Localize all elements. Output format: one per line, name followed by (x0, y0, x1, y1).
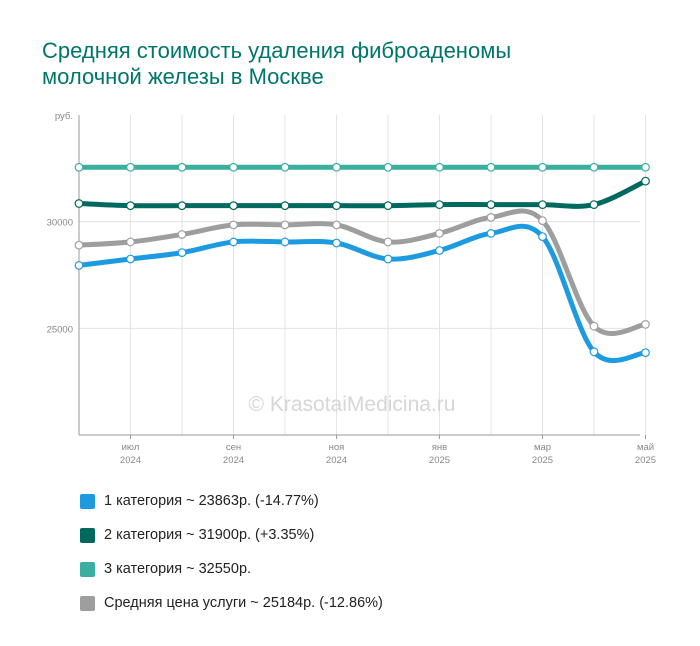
legend-swatch (80, 527, 95, 543)
x-tick-label-year: 2025 (429, 455, 450, 466)
series-line-group (74, 223, 650, 364)
legend: 1 категория ~ 23863р. (-14.77%) 2 катего… (80, 484, 383, 620)
chart-title-line-2: молочной железы в Москве (42, 64, 324, 89)
data-point (74, 199, 84, 208)
x-tick-label-month: янв (432, 442, 447, 453)
data-point (589, 200, 599, 210)
data-point (177, 230, 187, 239)
data-point (229, 162, 238, 172)
data-point (177, 162, 187, 172)
series-group (74, 162, 650, 364)
data-point (280, 220, 290, 230)
data-point (229, 220, 238, 230)
series-line-group (74, 176, 650, 211)
line-chart: © KrasotaiMedicina.ru 30000 25000 руб. июл 2… (47, 111, 656, 466)
data-point (126, 162, 135, 172)
data-point (126, 254, 135, 264)
x-tick-label-month: мар (534, 442, 551, 453)
data-point (435, 200, 444, 210)
data-point (538, 232, 547, 242)
data-point (74, 240, 84, 250)
y-tick-label: 30000 (47, 218, 73, 229)
data-point (486, 212, 496, 222)
series-line (76, 178, 648, 209)
data-point (641, 162, 650, 172)
chart-title: Средняя стоимость удаления фиброаденомы … (42, 38, 642, 90)
data-point (435, 162, 444, 172)
data-point (641, 176, 650, 186)
data-point (486, 200, 496, 210)
data-point (229, 201, 238, 211)
x-tick-label-year: 2025 (532, 455, 553, 466)
legend-label: 1 категория ~ 23863р. (-14.77%) (104, 493, 319, 509)
data-point (486, 228, 496, 238)
data-point (383, 162, 393, 172)
data-point (126, 201, 135, 211)
data-point (229, 237, 238, 247)
series-line-group (74, 162, 650, 172)
data-point (538, 162, 547, 172)
data-point (74, 261, 84, 270)
data-point (177, 201, 187, 211)
data-point (435, 246, 444, 255)
data-point (589, 321, 599, 331)
x-tick-label-year: 2025 (635, 455, 656, 466)
data-point (332, 201, 341, 211)
x-tick-label-year: 2024 (326, 455, 347, 466)
y-tick-label: 25000 (47, 324, 73, 335)
data-point (74, 162, 84, 172)
data-point (332, 238, 341, 248)
chart-title-line-1: Средняя стоимость удаления фиброаденомы (42, 38, 512, 63)
legend-label: 2 категория ~ 31900р. (+3.35%) (104, 527, 315, 543)
data-point (538, 200, 547, 210)
series-line (76, 223, 648, 364)
legend-item[interactable]: 1 категория ~ 23863р. (-14.77%) (80, 484, 383, 518)
data-point (177, 248, 187, 258)
legend-item[interactable]: Средняя цена услуги ~ 25184р. (-12.86%) (80, 586, 383, 620)
data-point (435, 228, 444, 238)
data-point (280, 201, 290, 211)
x-tick-label-month: май (637, 442, 654, 453)
legend-item[interactable]: 2 категория ~ 31900р. (+3.35%) (80, 518, 383, 552)
axes: 30000 25000 руб. июл 2024 сен 2024 ноя 2024 янв 20… (47, 111, 656, 466)
x-tick-label-year: 2024 (120, 455, 141, 466)
legend-swatch (80, 595, 95, 611)
data-point (383, 201, 393, 211)
x-tick-label-month: июл (122, 442, 140, 453)
x-tick-label-year: 2024 (223, 455, 244, 466)
legend-label: 3 категория ~ 32550р. (104, 561, 252, 577)
data-point (486, 162, 496, 172)
legend-swatch (80, 561, 95, 577)
data-point (641, 348, 650, 357)
y-axis-label: руб. (55, 111, 73, 122)
data-point (589, 162, 599, 172)
data-point (383, 237, 393, 247)
x-tick-label-month: сен (226, 442, 241, 453)
data-point (280, 162, 290, 172)
data-point (641, 320, 650, 329)
legend-item[interactable]: 3 категория ~ 32550р. (80, 552, 383, 586)
x-tick-label-month: ноя (329, 442, 345, 453)
data-point (126, 237, 135, 247)
series-line-group (74, 208, 650, 336)
legend-label: Средняя цена услуги ~ 25184р. (-12.86%) (104, 595, 383, 611)
data-point (383, 254, 393, 264)
data-point (332, 220, 341, 230)
legend-swatch (80, 493, 95, 509)
data-point (589, 347, 599, 357)
watermark: © KrasotaiMedicina.ru (249, 393, 456, 416)
data-point (538, 216, 547, 226)
data-point (332, 162, 341, 172)
data-point (280, 237, 290, 247)
